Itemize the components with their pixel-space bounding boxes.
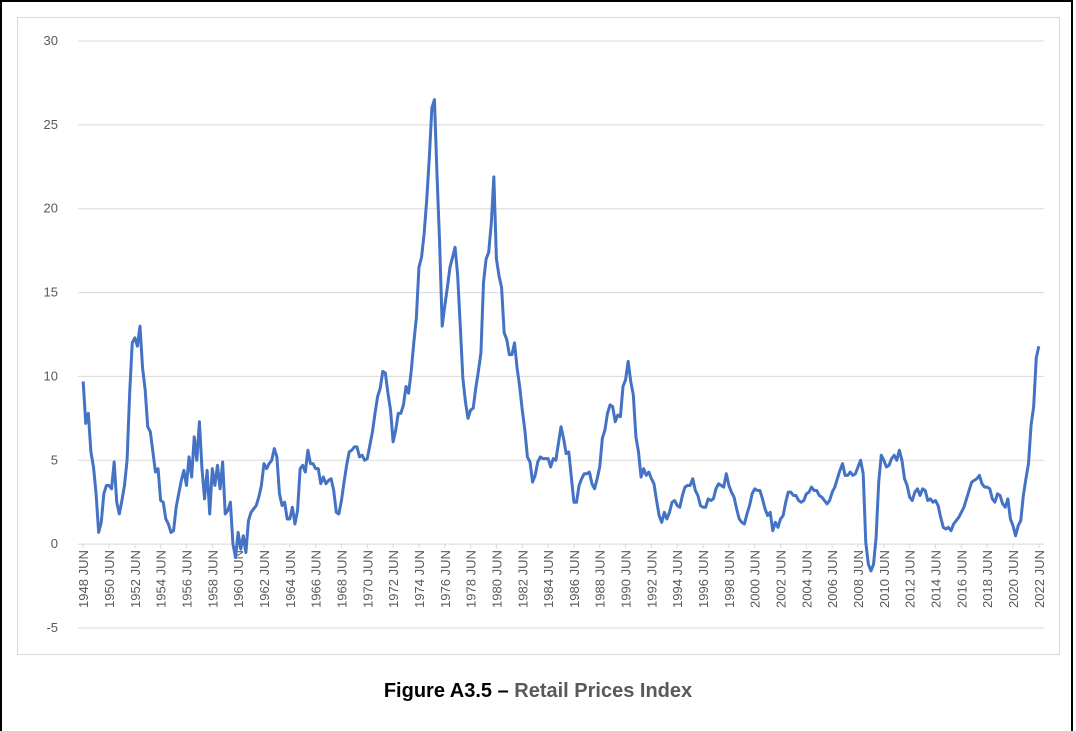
x-tick-label: 1970 JUN <box>360 550 375 608</box>
x-tick-label: 1968 JUN <box>334 550 349 608</box>
x-tick-label: 2018 JUN <box>980 550 995 608</box>
x-tick-label: 1972 JUN <box>386 550 401 608</box>
x-tick-label: 1988 JUN <box>593 550 608 608</box>
x-tick-label: 1990 JUN <box>619 550 634 608</box>
y-tick-label: 10 <box>44 368 58 383</box>
y-tick-label: 20 <box>44 201 58 216</box>
y-tick-label: 30 <box>44 33 58 48</box>
figure-label: Figure A3.5 – <box>384 680 509 702</box>
chart-border <box>17 17 1060 655</box>
x-tick-label: 2008 JUN <box>851 550 866 608</box>
x-tick-label: 2022 JUN <box>1032 550 1047 608</box>
x-tick-label: 2014 JUN <box>929 550 944 608</box>
x-tick-label: 1984 JUN <box>541 550 556 608</box>
y-tick-label: 0 <box>51 536 58 551</box>
x-tick-label: 1998 JUN <box>722 550 737 608</box>
x-tick-label: 1948 JUN <box>76 550 91 608</box>
x-tick-label: 1952 JUN <box>128 550 143 608</box>
x-tick-label: 1964 JUN <box>283 550 298 608</box>
x-tick-label: 2012 JUN <box>903 550 918 608</box>
x-tick-label: 2004 JUN <box>799 550 814 608</box>
chart-title: Figure A3.5 – Retail Prices Index <box>384 680 692 702</box>
x-tick-label: 1962 JUN <box>257 550 272 608</box>
y-tick-label: 5 <box>51 452 58 467</box>
x-tick-label: 1992 JUN <box>644 550 659 608</box>
x-tick-label: 1996 JUN <box>696 550 711 608</box>
x-tick-label: 1950 JUN <box>102 550 117 608</box>
x-tick-label: 2006 JUN <box>825 550 840 608</box>
x-tick-label: 2000 JUN <box>748 550 763 608</box>
x-tick-label: 1956 JUN <box>179 550 194 608</box>
series-line <box>81 98 1041 573</box>
x-tick-label: 2020 JUN <box>1006 550 1021 608</box>
x-tick-label: 1966 JUN <box>309 550 324 608</box>
y-tick-label: 25 <box>44 117 58 132</box>
x-tick-label: 1982 JUN <box>515 550 530 608</box>
x-tick-label: 1986 JUN <box>567 550 582 608</box>
x-tick-label: 1954 JUN <box>154 550 169 608</box>
x-tick-label: 1980 JUN <box>489 550 504 608</box>
x-tick-label: 1994 JUN <box>670 550 685 608</box>
x-tick-label: 1974 JUN <box>412 550 427 608</box>
x-tick-label: 2010 JUN <box>877 550 892 608</box>
x-tick-label: 2016 JUN <box>954 550 969 608</box>
title-text: Retail Prices Index <box>514 680 692 702</box>
x-tick-label: 1960 JUN <box>231 550 246 608</box>
y-tick-label: 15 <box>44 285 58 300</box>
x-tick-label: 1958 JUN <box>205 550 220 608</box>
y-tick-label: -5 <box>46 620 58 635</box>
x-tick-label: 2002 JUN <box>774 550 789 608</box>
x-tick-label: 1978 JUN <box>464 550 479 608</box>
x-tick-label: 1976 JUN <box>438 550 453 608</box>
